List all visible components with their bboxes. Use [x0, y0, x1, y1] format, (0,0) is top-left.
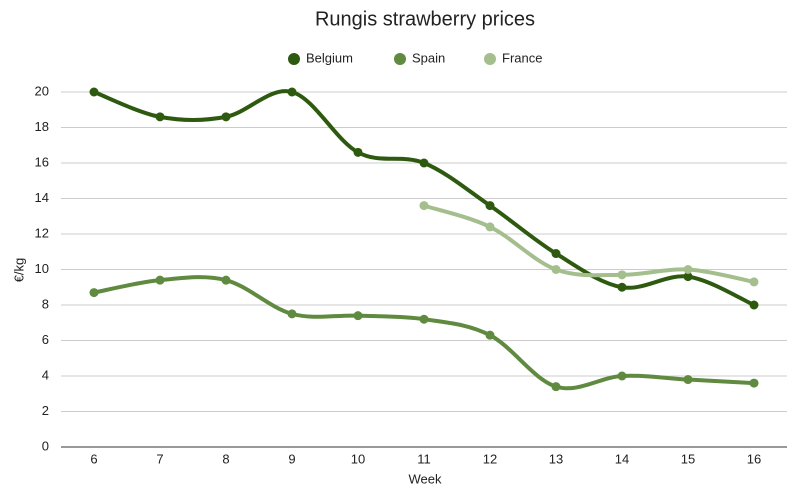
data-point	[221, 275, 231, 285]
data-point	[749, 277, 759, 287]
legend-label: France	[502, 50, 542, 65]
data-point	[419, 158, 429, 168]
data-point	[551, 265, 561, 274]
data-point	[89, 87, 99, 97]
data-point	[683, 375, 693, 385]
data-point	[683, 272, 693, 282]
data-point	[155, 275, 165, 285]
legend-label: Spain	[412, 50, 445, 65]
data-point	[551, 382, 561, 392]
y-tick-label: 4	[42, 367, 49, 382]
legend-marker	[394, 53, 406, 65]
y-tick-label: 10	[35, 261, 49, 276]
y-tick-label: 0	[42, 438, 49, 453]
y-tick-label: 14	[35, 190, 49, 205]
y-tick-label: 2	[42, 403, 49, 418]
x-tick-label: 13	[549, 451, 563, 466]
y-tick-label: 8	[42, 296, 49, 311]
data-point	[353, 311, 363, 321]
data-point	[287, 309, 297, 319]
data-point	[89, 288, 99, 298]
legend-marker	[484, 53, 496, 65]
x-tick-label: 9	[288, 451, 295, 466]
series-line	[423, 203, 755, 284]
data-point	[485, 330, 495, 340]
x-tick-label: 11	[417, 451, 431, 466]
legend-marker	[288, 53, 300, 65]
data-point	[419, 201, 429, 211]
x-tick-label: 16	[747, 451, 761, 466]
data-point	[419, 314, 429, 324]
y-tick-label: 12	[35, 225, 49, 240]
data-point	[749, 378, 759, 388]
chart-title: Rungis strawberry prices	[315, 8, 535, 30]
x-tick-label: 6	[90, 451, 97, 466]
y-tick-label: 18	[35, 119, 49, 134]
series-line	[93, 275, 755, 391]
y-tick-label: 6	[42, 332, 49, 347]
data-point	[485, 222, 495, 232]
x-tick-label: 15	[681, 451, 695, 466]
x-tick-label: 7	[156, 451, 163, 466]
data-point	[551, 249, 561, 259]
data-point	[485, 201, 495, 211]
data-point	[683, 265, 693, 274]
data-point	[617, 282, 627, 292]
data-point	[749, 300, 759, 310]
x-tick-label: 12	[483, 451, 497, 466]
data-point	[221, 112, 231, 122]
y-tick-label: 20	[35, 83, 49, 98]
x-axis-label: Week	[409, 471, 442, 486]
x-tick-label: 8	[222, 451, 229, 466]
y-axis-label: €/kg	[11, 258, 26, 283]
x-tick-label: 10	[351, 451, 365, 466]
y-tick-label: 16	[35, 154, 49, 169]
data-point	[353, 147, 363, 157]
data-point	[617, 371, 627, 381]
data-point	[155, 112, 165, 122]
data-point	[287, 87, 297, 97]
data-point	[617, 270, 627, 280]
legend-label: Belgium	[306, 50, 353, 65]
x-tick-label: 14	[615, 451, 629, 466]
